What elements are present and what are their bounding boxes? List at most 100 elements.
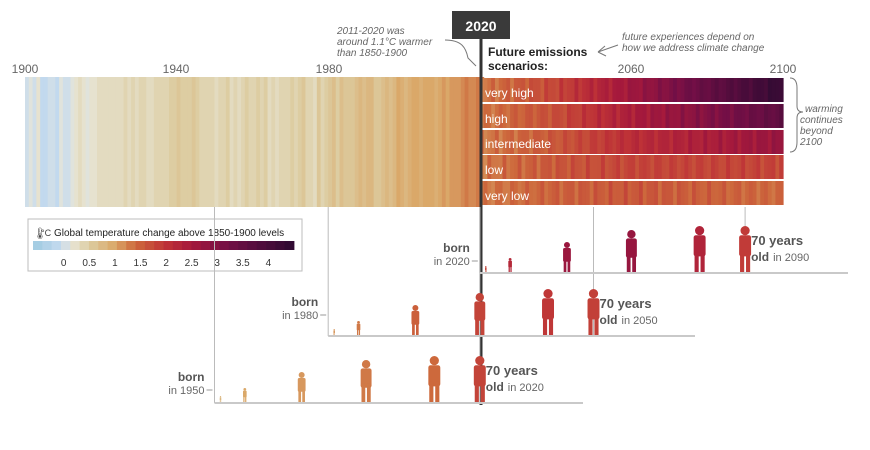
scenario-stripe-low-2066: [654, 155, 659, 179]
scenario-label-very-low: very low: [485, 189, 529, 203]
observed-stripe-1960: [252, 77, 257, 207]
person-2020-age-58: [693, 226, 706, 272]
observed-stripe-1921: [104, 77, 109, 207]
observed-stripe-1962: [259, 77, 265, 207]
past-note-line-2: around 1.1°C warmer: [337, 37, 433, 48]
scenario-stripe-very-high-2024: [494, 78, 500, 102]
scenario-stripe-intermediate-2060: [631, 130, 636, 154]
scenario-stripe-very-low-2034: [532, 181, 538, 205]
scenario-stripe-very-low-2089: [741, 181, 746, 205]
observed-stripe-1913: [74, 77, 79, 207]
person-1950-age-40-head: [361, 360, 371, 369]
scenario-stripe-low-2084: [722, 155, 727, 179]
scenario-stripe-intermediate-2049: [589, 130, 595, 154]
scenario-stripe-very-low-2059: [627, 181, 632, 205]
observed-stripe-1911: [66, 77, 72, 207]
observed-stripe-1971: [294, 77, 299, 207]
scenario-stripe-intermediate-2028: [510, 130, 515, 154]
person-1980-age-70: [587, 289, 600, 335]
colorbar-swatch-23: [247, 241, 258, 250]
scenario-stripe-high-2021: [483, 104, 488, 128]
year-axis: 1900 1940 1980 2060 2100: [12, 62, 797, 76]
scenario-stripe-high-2034: [532, 104, 538, 128]
scenario-stripe-intermediate-2082: [714, 130, 720, 154]
scenario-stripe-very-high-2092: [752, 78, 758, 102]
person-2020-age-70-head: [740, 226, 750, 236]
scenario-stripe-low-2021: [483, 155, 488, 179]
person-1950-age-58-head: [429, 356, 439, 366]
scenario-stripe-low-2027: [506, 155, 511, 179]
observed-stripe-1957: [241, 77, 246, 207]
past-note-leader: [444, 39, 477, 67]
past-note: 2011-2020 was around 1.1°C warmer than 1…: [336, 26, 477, 67]
colorbar-tick-2: 1: [112, 258, 118, 269]
scenario-stripe-very-high-2095: [764, 78, 769, 102]
scenario-stripe-very-low-2072: [676, 181, 682, 205]
person-2020-age-58-leg-left: [694, 251, 699, 272]
scenario-stripe-high-2042: [563, 104, 568, 128]
person-2020-age-40-torso: [625, 238, 637, 258]
observed-stripe-2014: [457, 77, 462, 207]
scenario-stripe-very-low-2047: [582, 181, 587, 205]
scenario-stripe-intermediate-2033: [529, 130, 534, 154]
scenario-stripe-intermediate-2051: [597, 130, 602, 154]
scenario-stripe-low-2092: [752, 155, 758, 179]
born-year-2020: in 2020: [434, 256, 470, 268]
scenario-stripe-very-high-2069: [665, 78, 670, 102]
scenario-stripe-very-low-2054: [608, 181, 614, 205]
scenario-stripe-very-low-2057: [620, 181, 625, 205]
scenario-stripe-low-2028: [510, 155, 515, 179]
observed-stripe-1953: [225, 77, 231, 207]
scenario-stripe-very-high-2078: [699, 78, 705, 102]
observed-stripe-1937: [165, 77, 170, 207]
scenario-stripe-low-2095: [764, 155, 769, 179]
scenario-stripe-low-2060: [631, 155, 636, 179]
scenario-stripe-very-high-2049: [589, 78, 595, 102]
observed-stripe-1990: [366, 77, 371, 207]
scenario-stripe-high-2079: [703, 104, 708, 128]
person-1950-age-70-torso: [473, 365, 486, 387]
scenario-stripe-very-low-2024: [494, 181, 500, 205]
observed-stripe-2006: [426, 77, 432, 207]
person-1950-age-0-head: [219, 396, 222, 398]
observed-stripe-1969: [286, 77, 291, 207]
scenario-stripe-very-low-2079: [703, 181, 708, 205]
person-1950-age-23-head: [298, 372, 305, 378]
scenario-stripe-low-2038: [548, 155, 553, 179]
scenario-stripe-very-low-2063: [642, 181, 648, 205]
colorbar-swatch-13: [154, 241, 164, 250]
scenario-stripe-intermediate-2042: [563, 130, 568, 154]
observed-stripe-1966: [275, 77, 280, 207]
observed-stripe-1903: [36, 77, 41, 207]
scenario-stripe-high-2073: [680, 104, 686, 128]
scenario-stripe-high-2093: [756, 104, 761, 128]
scenario-stripe-intermediate-2029: [513, 130, 519, 154]
observed-stripe-1986: [350, 77, 356, 207]
scenario-stripe-very-low-2050: [593, 181, 598, 205]
observed-stripe-1916: [85, 77, 91, 207]
scenario-stripe-high-2071: [673, 104, 678, 128]
scenario-stripe-very-low-2023: [491, 181, 496, 205]
scenario-stripe-intermediate-2093: [756, 130, 761, 154]
scenario-stripe-intermediate-2065: [650, 130, 655, 154]
scenario-stripe-high-2097: [771, 104, 777, 128]
observed-stripe-1918: [93, 77, 98, 207]
scenario-stripe-low-2047: [582, 155, 587, 179]
observed-stripe-1924: [115, 77, 121, 207]
scenario-stripe-intermediate-2076: [692, 130, 697, 154]
observed-stripe-1926: [123, 77, 128, 207]
person-2020-age-70-leg-right: [746, 251, 751, 272]
scenario-stripe-very-high-2075: [688, 78, 693, 102]
age-label-2020: 70 years: [486, 363, 538, 378]
person-1950-age-70-leg-left: [474, 381, 479, 402]
person-1980-age-8-head: [357, 321, 360, 324]
scenario-stripe-very-low-2045: [574, 181, 579, 205]
scenario-stripe-very-low-2065: [650, 181, 655, 205]
scenario-stripe-intermediate-2063: [642, 130, 648, 154]
scenario-stripe-low-2036: [540, 155, 545, 179]
scenario-stripe-very-high-2098: [775, 78, 780, 102]
colorbar-legend: 🌡 °C Global temperature change above 185…: [27, 218, 303, 272]
scenario-stripe-intermediate-2059: [627, 130, 632, 154]
scenario-stripe-high-2041: [559, 104, 564, 128]
